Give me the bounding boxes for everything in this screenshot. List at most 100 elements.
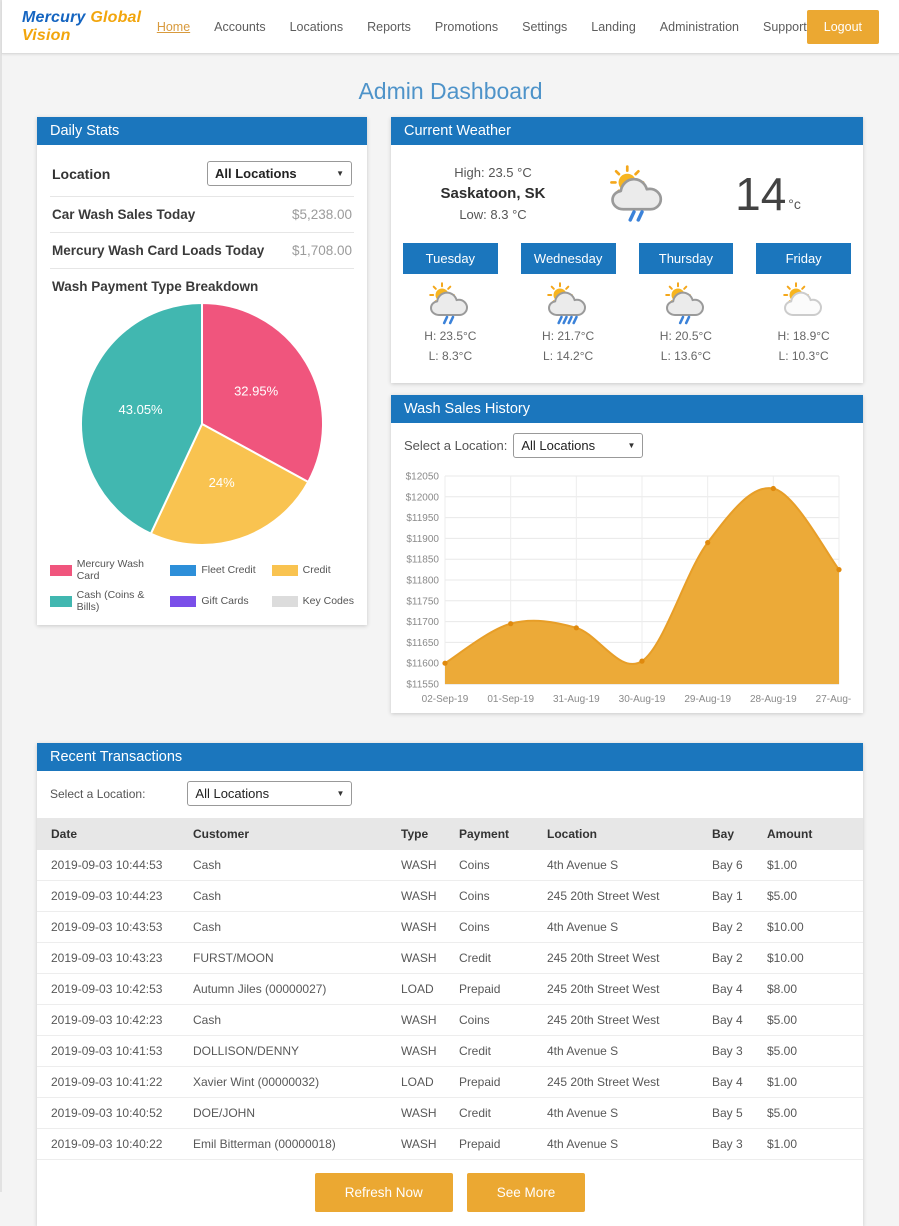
- pie-slice-label: 43.05%: [119, 402, 164, 417]
- brand-secondary: Global Vision: [22, 8, 142, 44]
- legend-swatch-icon: [271, 564, 298, 576]
- nav-item-settings[interactable]: Settings: [522, 19, 568, 34]
- cell-amount: $1.00: [761, 1066, 863, 1098]
- column-header-customer: Customer: [187, 818, 395, 850]
- cell-bay: Bay 6: [706, 850, 761, 881]
- day-button-thursday[interactable]: Thursday: [638, 243, 734, 274]
- cell-date: 2019-09-03 10:44:53: [37, 850, 187, 881]
- day-button-wednesday[interactable]: Wednesday: [520, 243, 616, 274]
- transactions-actions: Refresh Now See More: [37, 1160, 863, 1226]
- cell-type: LOAD: [395, 1066, 453, 1098]
- cell-date: 2019-09-03 10:42:53: [37, 973, 187, 1005]
- forecast-low: L: 10.3°C: [778, 349, 829, 363]
- pie-slice-label: 24%: [209, 475, 235, 490]
- cell-location: 4th Avenue S: [541, 1097, 706, 1129]
- cell-date: 2019-09-03 10:41:53: [37, 1035, 187, 1067]
- forecast-grid: Tuesday H: 23.5°C L: 8.3°C Wednesday H: 21…: [391, 241, 863, 366]
- cell-date: 2019-09-03 10:41:22: [37, 1066, 187, 1098]
- legend-label: Credit: [302, 564, 331, 576]
- forecast-low: L: 13.6°C: [660, 349, 711, 363]
- cell-bay: Bay 5: [706, 1097, 761, 1129]
- x-axis-label: 27-Aug-19: [816, 694, 851, 705]
- cell-customer: Xavier Wint (00000032): [187, 1066, 395, 1098]
- daily-stats-location-value: All Locations: [215, 166, 297, 181]
- cell-date: 2019-09-03 10:43:53: [37, 911, 187, 943]
- cell-amount: $10.00: [761, 942, 863, 974]
- cell-amount: $1.00: [761, 1128, 863, 1160]
- temperature-value: 14: [735, 168, 787, 220]
- table-row: 2019-09-03 10:43:53 Cash WASH Coins 4th Aven…: [37, 911, 863, 943]
- legend-label: Cash (Coins & Bills): [76, 589, 145, 613]
- cell-type: WASH: [395, 1004, 453, 1036]
- cell-customer: Cash: [187, 850, 395, 881]
- wash-sales-location-select[interactable]: All Locations ▼: [513, 433, 644, 458]
- cell-date: 2019-09-03 10:44:23: [37, 880, 187, 912]
- wash-sales-location-value: All Locations: [521, 438, 596, 453]
- transactions-panel: Recent Transactions Select a Location: A…: [37, 743, 863, 1226]
- nav-item-accounts[interactable]: Accounts: [214, 19, 266, 34]
- day-button-friday[interactable]: Friday: [756, 243, 851, 274]
- table-body: 2019-09-03 10:44:53 Cash WASH Coins 4th Aven…: [37, 850, 863, 1160]
- transactions-select-row: Select a Location: All Locations ▼: [37, 771, 863, 818]
- legend-item-gift-cards: Gift Cards: [170, 589, 255, 613]
- sun-rain-light-icon: [639, 274, 734, 326]
- cell-type: WASH: [395, 1097, 453, 1129]
- nav-item-reports[interactable]: Reports: [367, 19, 411, 34]
- cell-customer: Cash: [187, 880, 395, 912]
- nav-item-home[interactable]: Home: [156, 19, 191, 34]
- transactions-header: Recent Transactions: [37, 743, 863, 771]
- cell-payment: Coins: [453, 1004, 541, 1036]
- nav-item-administration[interactable]: Administration: [659, 19, 739, 34]
- cell-customer: FURST/MOON: [187, 942, 395, 974]
- cell-date: 2019-09-03 10:43:23: [37, 942, 187, 974]
- transactions-location-select[interactable]: All Locations ▼: [187, 781, 353, 806]
- brand-logo[interactable]: Mercury Global Vision: [22, 9, 157, 45]
- table-row: 2019-09-03 10:40:52 DOE/JOHN WASH Credit 4th…: [37, 1097, 863, 1129]
- breakdown-title: Wash Payment Type Breakdown: [52, 279, 259, 294]
- legend-item-key-codes: Key Codes: [271, 589, 354, 613]
- y-axis-label: $11850: [406, 555, 439, 566]
- x-axis-label: 29-Aug-19: [684, 694, 731, 705]
- cell-customer: Emil Bitterman (00000018): [187, 1128, 395, 1160]
- y-axis-label: $12050: [406, 472, 440, 483]
- stat-label: Car Wash Sales Today: [52, 207, 196, 222]
- current-temperature: 14 °c: [703, 171, 833, 217]
- logout-button[interactable]: Logout: [806, 9, 879, 44]
- cell-payment: Prepaid: [453, 1128, 541, 1160]
- refresh-now-button[interactable]: Refresh Now: [314, 1173, 453, 1212]
- nav-item-landing[interactable]: Landing: [591, 19, 636, 34]
- x-axis-label: 28-Aug-19: [750, 694, 797, 705]
- cell-location: 4th Avenue S: [541, 1035, 706, 1067]
- column-header-payment: Payment: [453, 818, 541, 850]
- cell-bay: Bay 3: [706, 1128, 761, 1160]
- legend-swatch-icon: [50, 564, 72, 576]
- nav-item-promotions[interactable]: Promotions: [434, 19, 499, 34]
- y-axis-label: $11600: [406, 659, 439, 670]
- day-button-tuesday[interactable]: Tuesday: [403, 243, 498, 274]
- sun-cloud-icon: [756, 274, 851, 326]
- stat-label: Mercury Wash Card Loads Today: [52, 243, 265, 258]
- cell-type: WASH: [395, 911, 453, 943]
- nav-item-support[interactable]: Support: [762, 19, 807, 34]
- location-label: Location: [52, 165, 111, 182]
- nav-item-locations[interactable]: Locations: [289, 19, 344, 34]
- forecast-card-thursday: Thursday H: 20.5°C L: 13.6°C: [638, 243, 734, 366]
- stat-row: Mercury Wash Card Loads Today $1,708.00: [50, 233, 354, 269]
- table-row: 2019-09-03 10:44:23 Cash WASH Coins 245 20th…: [37, 880, 863, 912]
- cell-type: WASH: [395, 850, 453, 881]
- daily-stats-panel: Daily Stats Location All Locations ▼ Car…: [37, 117, 367, 625]
- location-row: Location All Locations ▼: [50, 153, 354, 197]
- cell-payment: Coins: [453, 850, 541, 881]
- y-axis-label: $11750: [406, 596, 439, 607]
- data-point-marker: [770, 485, 776, 492]
- nav-menu: Home Accounts Locations Reports Promotions Se…: [157, 20, 807, 34]
- daily-stats-location-select[interactable]: All Locations ▼: [207, 161, 352, 186]
- page-title: Admin Dashboard: [358, 78, 543, 104]
- y-axis-label: $11700: [406, 617, 439, 628]
- sun-rain-light-icon: [573, 164, 703, 224]
- forecast-high: H: 18.9°C: [777, 329, 830, 343]
- cell-payment: Prepaid: [453, 1066, 541, 1098]
- legend-label: Mercury Wash Card: [76, 558, 145, 582]
- see-more-button[interactable]: See More: [466, 1173, 586, 1212]
- column-header-bay: Bay: [706, 818, 761, 850]
